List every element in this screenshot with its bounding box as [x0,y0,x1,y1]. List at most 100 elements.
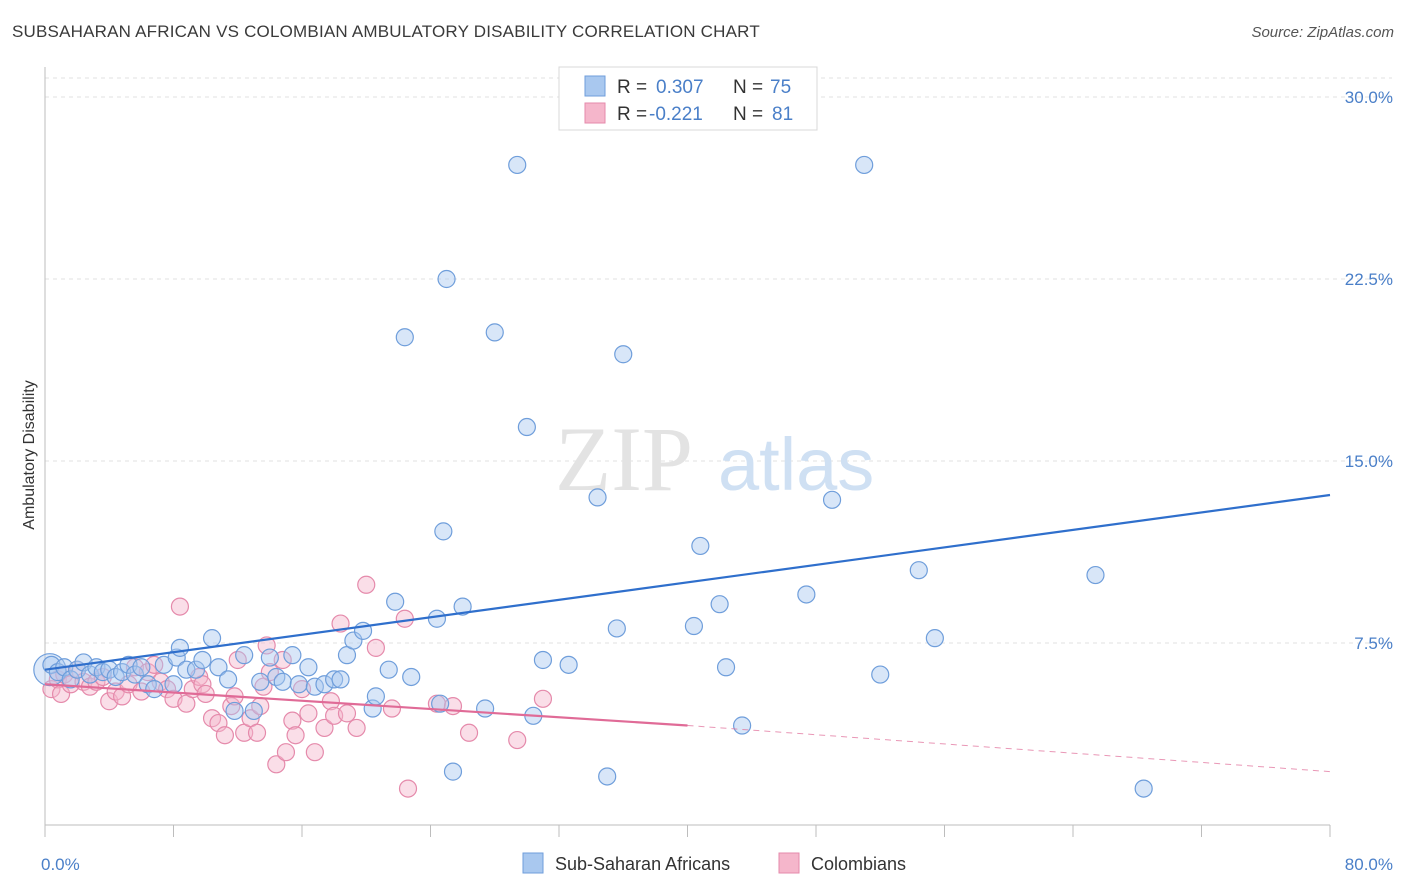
x-tick-label-max: 80.0% [1345,855,1393,874]
sub-saharan-point [588,488,607,507]
sub-saharan-point [443,762,463,781]
colombian-point [276,743,296,762]
colombian-point [508,730,527,750]
sub-saharan-point [170,638,190,657]
sub-saharan-point [431,694,450,713]
colombian-point [299,704,318,723]
bottom-legend-label-pink: Colombians [811,854,906,874]
sub-saharan-point [132,658,151,677]
trend-lines [44,493,1331,773]
sub-saharan-point [61,670,80,689]
sub-saharan-point [289,675,308,694]
legend-n-label-2: N = [733,104,763,125]
sub-saharan-point [733,716,752,735]
colombian-point [286,726,305,745]
legend-r-label-1: R = [617,77,647,98]
y-axis-title: Ambulatory Disability [21,380,38,529]
colombian-point [347,718,366,738]
colombian-point [357,575,376,594]
chart-title: SUBSAHARAN AFRICAN VS COLOMBIAN AMBULATO… [12,22,760,41]
sub-saharan-point [325,670,344,689]
sub-saharan-point [235,646,254,665]
sub-saharan-point [344,631,363,650]
sub-saharan-point [607,619,626,638]
sub-saharan-point [186,660,206,679]
sub-saharan-point [331,670,350,689]
axes [44,67,1331,837]
sub-saharan-point [598,767,617,786]
colombian-point [247,723,267,742]
sub-saharan-point [379,660,398,679]
bottom-legend-swatch-blue [522,852,544,874]
colombian-point [170,597,190,616]
sub-saharan-point [909,561,928,580]
sub-saharan-point [260,648,279,667]
sub-saharan-africans-points [33,155,1153,798]
sub-saharan-point [427,609,447,628]
y-tick-label: 22.5% [1345,270,1393,289]
sub-saharan-point [251,672,270,691]
sub-saharan-point [437,269,456,289]
watermark-zip: ZIP [555,408,693,510]
sub-saharan-point [710,595,729,614]
grid [45,77,1392,644]
sub-saharan-point [485,323,504,342]
x-tick-label-min: 0.0% [41,855,80,874]
sub-saharan-point [395,328,414,347]
y-tick-label: 30.0% [1345,88,1393,107]
sub-saharan-point [164,675,183,694]
sub-saharan-point [386,592,405,611]
colombian-point [267,755,286,774]
source-label: Source: ZipAtlas.com [1251,24,1394,41]
sub-saharan-point [871,665,890,684]
sub-saharan-point [299,658,318,677]
colombian-point [283,711,302,730]
x-tick-labels: 0.0% 80.0% [41,855,1393,874]
sub-saharan-point [366,687,385,706]
sub-saharan-point [244,701,263,721]
sub-saharan-point [402,667,421,687]
sub-saharan-point [1086,565,1105,585]
legend-n-value-1: 75 [770,77,791,98]
sub-saharan-point [614,345,633,364]
sub-saharan-point [219,670,238,689]
sub-saharan-point [716,658,736,677]
colombian-point [215,726,234,745]
y-tick-label: 7.5% [1354,634,1393,653]
sub-saharan-point [533,650,553,670]
sub-saharan-point [822,490,842,509]
legend-box: R = 0.307 N = 75 R = -0.221 N = 81 [558,66,818,131]
sub-saharan-point [453,597,472,616]
sub-saharan-point [225,701,244,721]
bottom-legend-label-blue: Sub-Saharan Africans [555,854,730,874]
sub-saharan-point [684,616,704,636]
sub-saharan-point [193,650,212,670]
colombian-point [337,704,357,723]
y-tick-labels: 7.5% 15.0% 22.5% 30.0% [1345,88,1393,653]
watermark-atlas: atlas [718,423,874,506]
legend-r-value-2: -0.221 [649,104,703,125]
sub-saharan-point [209,658,228,677]
sub-saharan-trend-line [44,493,1331,671]
colombian-point [459,723,479,742]
sub-saharan-point [283,646,302,665]
colombian-point [533,689,553,708]
legend-swatch-pink [584,102,606,124]
sub-saharan-point [177,660,196,679]
y-tick-label: 15.0% [1345,452,1393,471]
sub-saharan-point [273,672,292,691]
colombian-point [222,696,241,716]
legend-n-label-1: N = [733,77,763,98]
bottom-legend-swatch-pink [778,852,800,874]
sub-saharan-point [434,522,453,541]
sub-saharan-point [508,155,527,175]
colombian-point [382,699,402,718]
watermark: ZIP atlas [555,408,874,510]
colombians-points [42,575,553,798]
colombian-point [315,718,334,738]
colombian-point [395,609,414,628]
colombian-point [366,638,385,657]
colombian-trend-extension [687,725,1331,773]
sub-saharan-point [925,629,944,648]
